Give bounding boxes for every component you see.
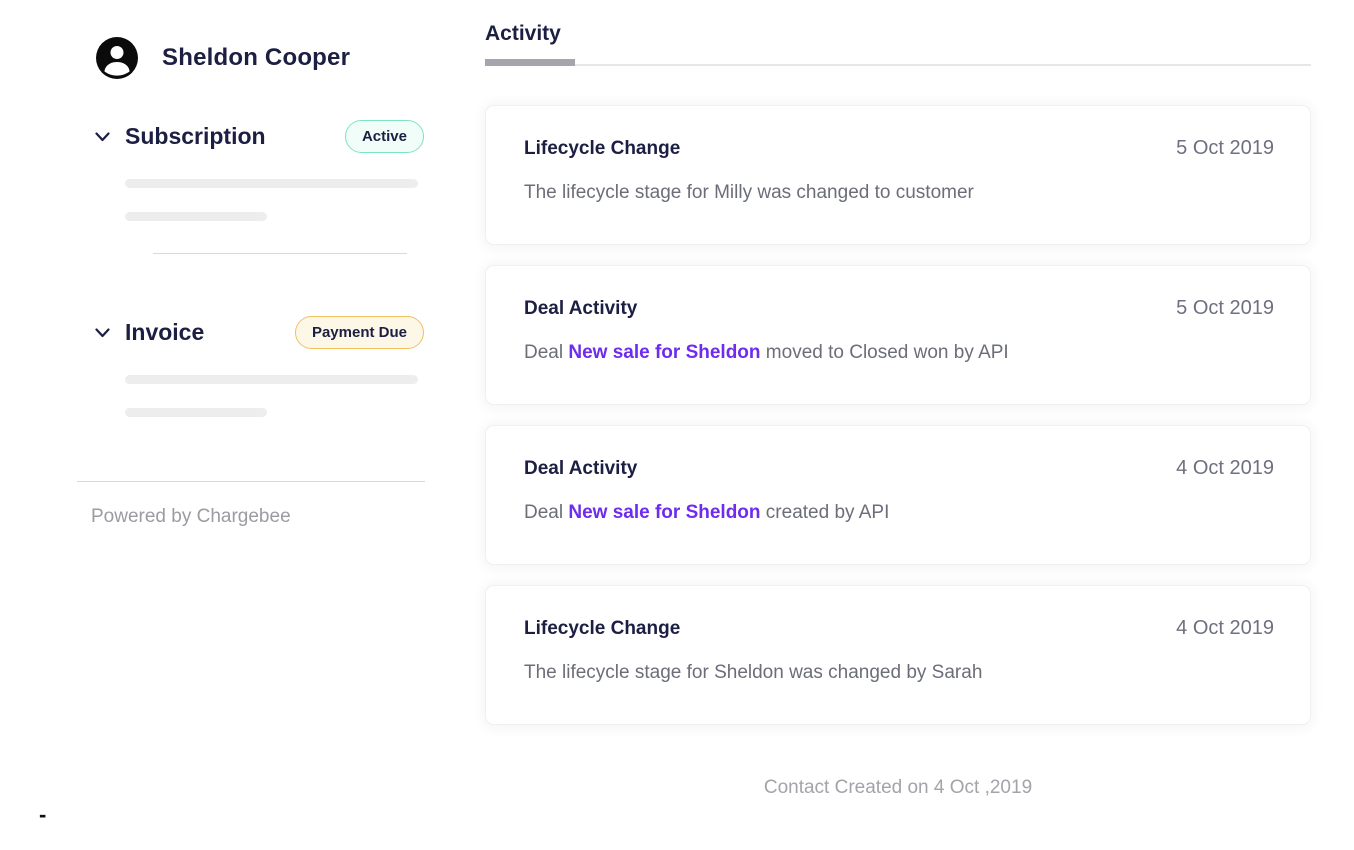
activity-card: Deal Activity 4 Oct 2019 Deal New sale f… [485, 425, 1311, 565]
tab-activity[interactable]: Activity [485, 22, 1311, 66]
activity-card: Lifecycle Change 5 Oct 2019 The lifecycl… [485, 105, 1311, 245]
activity-card-date: 4 Oct 2019 [1176, 617, 1274, 639]
body-text: The lifecycle stage for Sheldon was chan… [524, 662, 983, 683]
activity-card: Deal Activity 5 Oct 2019 Deal New sale f… [485, 265, 1311, 405]
body-text: moved to Closed won by API [760, 342, 1009, 363]
tab-underline [485, 59, 1311, 66]
invoice-section-toggle[interactable]: Invoice Payment Due [95, 316, 424, 349]
activity-card-body: Deal New sale for Sheldon created by API [524, 502, 1274, 524]
invoice-section: Invoice Payment Due [95, 316, 424, 417]
contact-sidebar: Sheldon Cooper Subscription Active [0, 0, 425, 850]
activity-panel: Activity Lifecycle Change 5 Oct 2019 The… [424, 0, 1354, 850]
body-text: The lifecycle stage for Milly was change… [524, 182, 974, 203]
activity-card-title: Deal Activity [524, 458, 638, 479]
activity-card-title: Lifecycle Change [524, 618, 681, 639]
activity-card-title: Deal Activity [524, 298, 638, 319]
subscription-section: Subscription Active [95, 120, 424, 254]
skeleton-line [125, 375, 418, 384]
subscription-status-badge: Active [344, 120, 424, 153]
activity-card-date: 4 Oct 2019 [1176, 457, 1274, 479]
contact-created-note: Contact Created on 4 Oct ,2019 [763, 777, 1033, 798]
subscription-section-title: Subscription [125, 123, 266, 149]
tab-activity-label: Activity [485, 22, 561, 45]
activity-card-body: Deal New sale for Sheldon moved to Close… [524, 342, 1274, 364]
body-text: Deal [524, 502, 569, 523]
avatar-icon [96, 37, 138, 79]
deal-link[interactable]: New sale for Sheldon [568, 502, 761, 523]
activity-card-date: 5 Oct 2019 [1176, 297, 1274, 319]
invoice-section-body [95, 375, 424, 417]
chevron-down-icon [95, 131, 110, 141]
skeleton-line [125, 212, 267, 221]
deal-link[interactable]: New sale for Sheldon [568, 342, 761, 363]
activity-card-date: 5 Oct 2019 [1176, 137, 1274, 159]
corner-dash: - [39, 802, 47, 827]
invoice-section-title: Invoice [125, 319, 205, 345]
divider [77, 481, 425, 482]
activity-card-body: The lifecycle stage for Milly was change… [524, 182, 1274, 204]
invoice-status-badge: Payment Due [294, 316, 424, 349]
activity-card: Lifecycle Change 4 Oct 2019 The lifecycl… [485, 585, 1311, 725]
skeleton-line [125, 179, 418, 188]
subscription-section-toggle[interactable]: Subscription Active [95, 120, 424, 153]
chevron-down-icon [95, 327, 110, 337]
powered-by-label: Powered by Chargebee [91, 506, 291, 527]
body-text: created by API [760, 502, 890, 523]
divider [153, 253, 407, 254]
skeleton-line [125, 408, 267, 417]
subscription-section-body [95, 179, 424, 254]
activity-feed: Lifecycle Change 5 Oct 2019 The lifecycl… [485, 105, 1311, 725]
contact-header: Sheldon Cooper [95, 36, 424, 80]
body-text: Deal [524, 342, 569, 363]
activity-card-title: Lifecycle Change [524, 138, 681, 159]
contact-name: Sheldon Cooper [162, 44, 351, 71]
activity-card-body: The lifecycle stage for Sheldon was chan… [524, 662, 1274, 684]
